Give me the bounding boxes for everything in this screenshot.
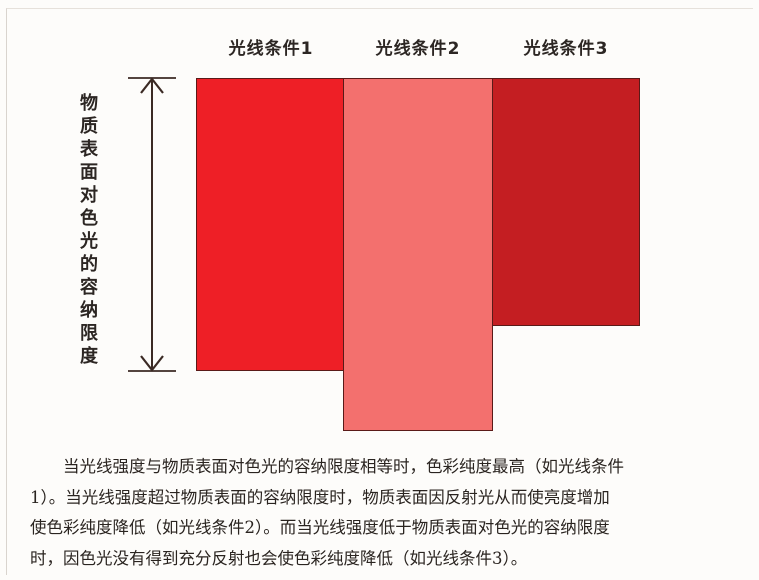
figure-frame	[6, 8, 753, 575]
axis-label-char: 容	[80, 277, 98, 298]
axis-label-char: 色	[80, 208, 98, 229]
arrow-head-down	[140, 355, 164, 372]
caption-line: 使色彩纯度降低（如光线条件2）。而当光线强度低于物质表面对色光的容纳限度	[30, 518, 610, 537]
axis-label-char: 的	[80, 254, 98, 275]
axis-label-char: 纳	[80, 300, 98, 321]
axis-label-char: 光	[80, 231, 98, 252]
axis-label-char: 表	[80, 139, 98, 160]
caption-paragraph: 当光线强度与物质表面对色光的容纳限度相等时，色彩纯度最高（如光线条件 1）。当光…	[30, 452, 732, 574]
block-light-condition-1	[196, 78, 344, 371]
label-light-condition-1: 光线条件1	[228, 39, 314, 59]
axis-label-char: 对	[80, 185, 98, 206]
axis-label-char: 面	[80, 162, 98, 183]
caption-line: 1）。当光线强度超过物质表面的容纳限度时，物质表面因反射光从而使亮度增加	[30, 487, 610, 507]
caption-line: 时，因色光没有得到充分反射也会使色彩纯度降低（如光线条件3）。	[30, 548, 528, 568]
tolerance-limit-axis-label: 物 质 表 面 对 色 光 的 容 纳 限 度	[77, 92, 101, 368]
label-light-condition-2: 光线条件2	[375, 39, 461, 59]
block-light-condition-3	[492, 78, 640, 326]
axis-label-char: 物	[80, 93, 98, 114]
arrow-head-up	[140, 77, 164, 94]
axis-label-char: 限	[80, 323, 98, 344]
label-light-condition-3: 光线条件3	[523, 39, 609, 59]
axis-label-char: 度	[80, 346, 98, 367]
caption-line: 当光线强度与物质表面对色光的容纳限度相等时，色彩纯度最高（如光线条件	[63, 457, 624, 476]
axis-label-char: 质	[80, 116, 98, 137]
